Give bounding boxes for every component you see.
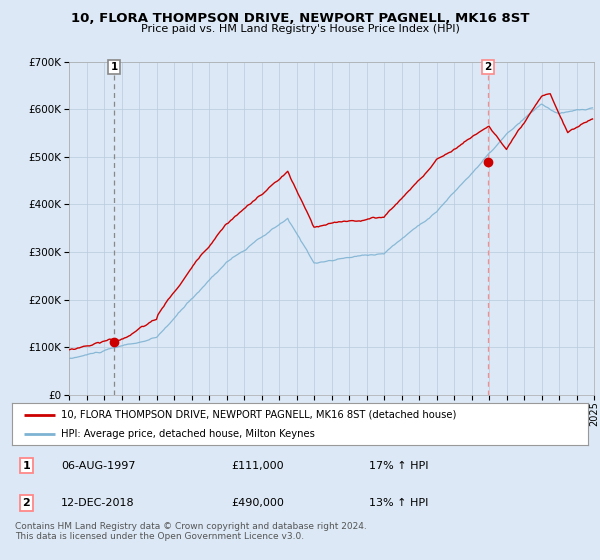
Text: 10, FLORA THOMPSON DRIVE, NEWPORT PAGNELL, MK16 8ST (detached house): 10, FLORA THOMPSON DRIVE, NEWPORT PAGNEL…: [61, 410, 457, 420]
Text: 1: 1: [110, 62, 118, 72]
Text: £490,000: £490,000: [231, 498, 284, 508]
Text: Price paid vs. HM Land Registry's House Price Index (HPI): Price paid vs. HM Land Registry's House …: [140, 24, 460, 34]
Text: £111,000: £111,000: [231, 460, 284, 470]
Text: 10, FLORA THOMPSON DRIVE, NEWPORT PAGNELL, MK16 8ST: 10, FLORA THOMPSON DRIVE, NEWPORT PAGNEL…: [71, 12, 529, 25]
Text: 06-AUG-1997: 06-AUG-1997: [61, 460, 136, 470]
Text: Contains HM Land Registry data © Crown copyright and database right 2024.
This d: Contains HM Land Registry data © Crown c…: [15, 522, 367, 542]
Text: 2: 2: [484, 62, 491, 72]
Text: 1: 1: [23, 460, 30, 470]
Text: 13% ↑ HPI: 13% ↑ HPI: [369, 498, 428, 508]
Text: 2: 2: [23, 498, 30, 508]
Text: HPI: Average price, detached house, Milton Keynes: HPI: Average price, detached house, Milt…: [61, 430, 315, 439]
Text: 17% ↑ HPI: 17% ↑ HPI: [369, 460, 428, 470]
Text: 12-DEC-2018: 12-DEC-2018: [61, 498, 134, 508]
